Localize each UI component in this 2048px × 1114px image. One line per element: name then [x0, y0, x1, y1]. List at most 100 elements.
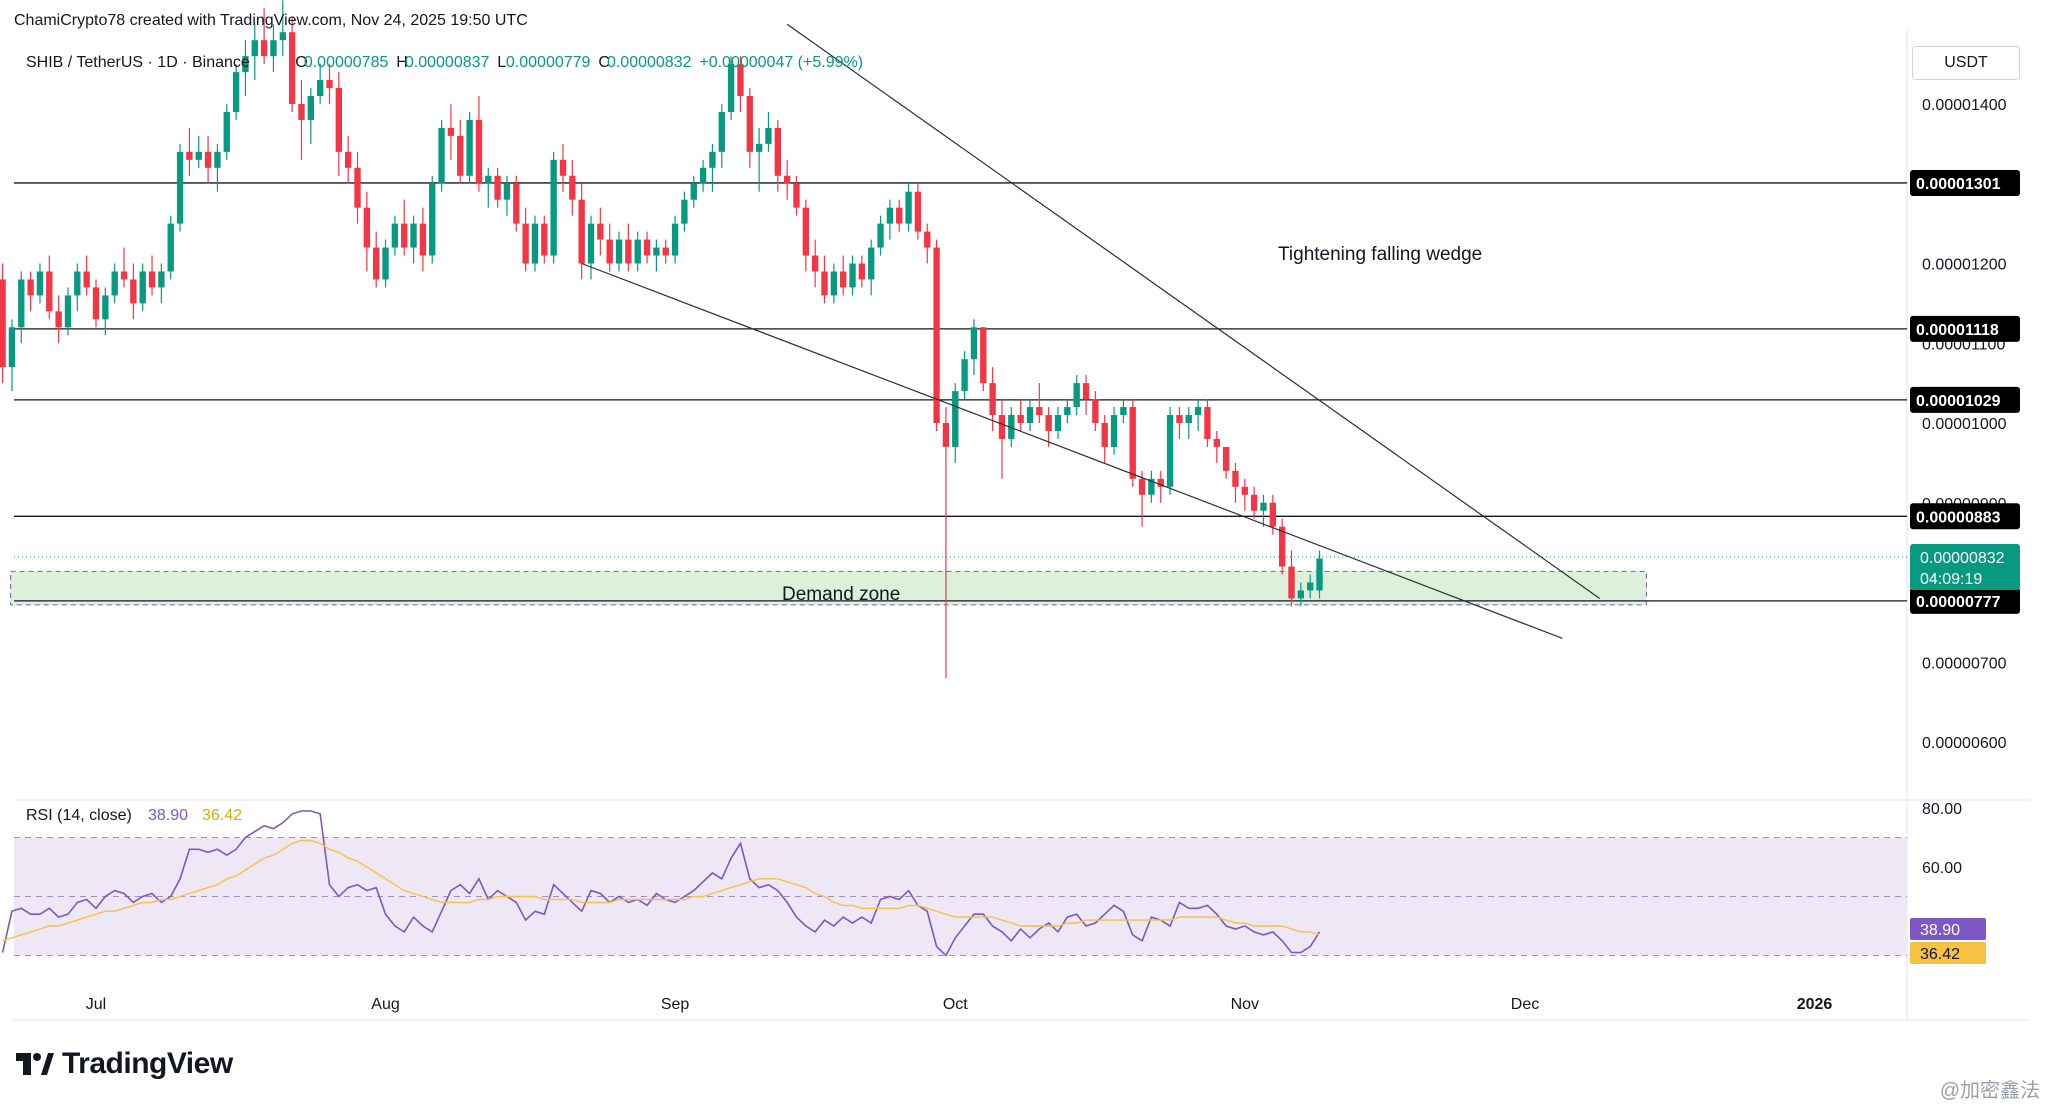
candle [475, 96, 483, 192]
demand-zone [10, 570, 1647, 606]
level-tag-label: 0.00001118 [1916, 322, 1999, 339]
candle [373, 231, 380, 288]
currency-unit-selector[interactable]: USDT [1912, 46, 2020, 80]
candle-body [774, 127, 781, 176]
candle-body [1194, 407, 1202, 416]
candle [1129, 399, 1136, 487]
candle-body [1082, 383, 1090, 400]
candle [690, 175, 697, 208]
candle-body [709, 151, 716, 168]
candle-body [8, 327, 16, 368]
candle [1054, 407, 1062, 439]
candle-body [214, 151, 221, 168]
candle [36, 263, 44, 304]
candle-body [223, 111, 230, 152]
candle-body [998, 415, 1006, 439]
level-tag-bg [1910, 169, 2020, 196]
candle [111, 263, 118, 304]
rsi-axis: 80.00 60.00 38.90 36.42 [1910, 801, 1986, 964]
candle-body [382, 247, 389, 280]
candle [942, 407, 950, 679]
candle-body [989, 383, 996, 416]
candle-body [868, 247, 875, 280]
price-tick-label: 0.00001000 [1922, 416, 2007, 433]
candle-body [587, 223, 595, 264]
legend-h-value: 0.00000837 [405, 54, 490, 71]
candle [1036, 383, 1043, 423]
candle-body [952, 391, 959, 447]
candle [998, 399, 1006, 479]
candle-body [279, 32, 286, 41]
candle-body [980, 327, 987, 384]
candle-body [634, 239, 641, 264]
candle [699, 159, 707, 192]
candle-body [1250, 494, 1258, 511]
candle [363, 191, 371, 272]
current-price-tag-label: 0.00000832 [1920, 550, 2005, 567]
candle-body [139, 271, 146, 304]
time-tick-label: 2026 [1797, 996, 1833, 1013]
candle-body [186, 151, 193, 160]
candle [410, 215, 417, 264]
candle-body [1148, 478, 1155, 495]
candle [120, 247, 128, 288]
legend-h-label: H [396, 54, 408, 71]
candle [653, 239, 660, 272]
candle-body [765, 127, 772, 144]
candle [821, 255, 828, 304]
candle-body [260, 40, 268, 57]
rsi-value-tag: 38.90 [1910, 918, 1986, 940]
candle [802, 199, 810, 272]
candle [1110, 407, 1118, 455]
candle-body [503, 183, 511, 200]
candle-body [363, 207, 371, 248]
candle [419, 207, 427, 272]
candle [298, 80, 305, 160]
candle [139, 263, 146, 312]
candle-body [120, 271, 128, 280]
candle-body [877, 223, 884, 248]
candle [783, 159, 791, 200]
candle-body [148, 271, 156, 288]
candle [550, 151, 557, 264]
countdown-label: 04:09:19 [1920, 571, 1982, 588]
candle-body [830, 271, 838, 296]
candle-body [1092, 399, 1099, 423]
candle-body [83, 271, 90, 288]
candle [727, 56, 735, 120]
candle [503, 175, 511, 216]
tradingview-logo[interactable]: TradingView [16, 1046, 233, 1082]
candle [1045, 407, 1052, 447]
candle-body [307, 96, 314, 120]
candle-body [858, 263, 866, 280]
candle [1222, 446, 1230, 479]
candle [1166, 407, 1174, 495]
candle [737, 56, 744, 112]
rsi-tick-label: 80.00 [1922, 801, 1962, 818]
candle [83, 255, 90, 296]
time-tick-label: Aug [371, 996, 399, 1013]
candle-body [27, 279, 34, 296]
candle [242, 40, 249, 97]
candle-body [653, 247, 660, 256]
rsi-ma-line [2, 839, 1320, 942]
candle-body [447, 127, 455, 136]
candle [681, 191, 688, 232]
candle-body [970, 327, 978, 360]
candle-body [251, 40, 258, 57]
candle [755, 127, 763, 192]
candle-body [0, 279, 6, 368]
candle-body [1316, 558, 1323, 591]
candle-body [896, 207, 903, 224]
candle-body [1166, 415, 1174, 487]
candle [662, 239, 669, 264]
candle-body [1017, 415, 1024, 423]
candle [1082, 375, 1090, 416]
candle [1241, 478, 1248, 511]
candle [148, 255, 156, 296]
watermark: @加密鑫法 [1939, 1080, 2040, 1102]
candle-body [1297, 590, 1305, 599]
candle [1176, 407, 1183, 439]
rsi-ma-value-tag-label: 36.42 [1920, 946, 1960, 963]
candle-body [961, 359, 968, 392]
